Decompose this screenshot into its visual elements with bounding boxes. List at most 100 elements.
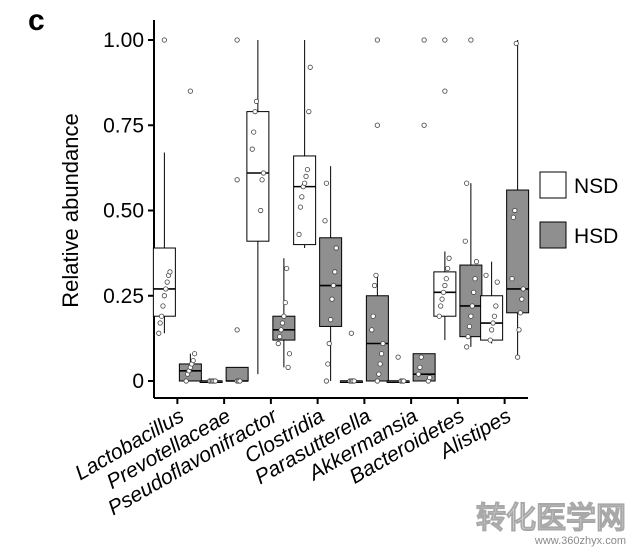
data-point (164, 279, 170, 285)
data-point (282, 299, 288, 306)
data-point (491, 313, 498, 319)
y-tick-label: 0.50 (103, 200, 144, 223)
data-point (438, 303, 444, 309)
data-point (323, 180, 330, 186)
legend-swatch-nsd (539, 171, 567, 199)
boxes (152, 40, 530, 383)
data-point (378, 351, 385, 357)
box-hsd-alistipes (506, 40, 530, 358)
data-point (377, 361, 383, 367)
data-point (157, 320, 163, 326)
data-point (284, 265, 290, 272)
data-point (329, 296, 335, 302)
box-iqr (365, 295, 389, 382)
data-point (277, 334, 283, 340)
data-point (418, 354, 424, 360)
data-point (439, 296, 445, 302)
data-point (163, 286, 169, 292)
data-point (417, 364, 423, 370)
data-point (436, 313, 442, 319)
data-point (520, 286, 526, 292)
watermark-text: 转化医学网 (476, 501, 626, 535)
data-point (286, 351, 293, 357)
data-point (464, 180, 470, 186)
box-iqr (319, 237, 343, 327)
data-point (275, 340, 281, 347)
data-point (253, 98, 260, 104)
data-point (260, 170, 267, 176)
box-iqr (152, 247, 176, 317)
data-point (516, 327, 522, 333)
data-point (493, 303, 499, 309)
box-iqr (272, 315, 296, 341)
watermark-url: www.360zhyx.com (534, 535, 626, 547)
watermark: 转化医学网 www.360zhyx.com (476, 501, 627, 548)
outlier-point (442, 37, 448, 43)
data-point (307, 64, 313, 70)
panel-label: c (28, 4, 45, 37)
data-point (376, 371, 382, 377)
data-point (487, 337, 493, 343)
data-point (237, 378, 243, 384)
box-iqr (246, 111, 270, 242)
box-iqr (506, 189, 530, 314)
legend-swatch-hsd (539, 221, 567, 249)
data-point (445, 265, 451, 272)
box-nsd-lactobacillus (152, 152, 176, 334)
y-tick-label: 0.25 (103, 285, 144, 308)
data-point (415, 371, 422, 377)
legend-label-hsd: HSD (574, 225, 618, 248)
box-hsd-parasutterella (365, 275, 389, 382)
data-point (251, 129, 257, 135)
outlier-point (234, 177, 240, 183)
data-point (472, 276, 478, 282)
data-point (515, 354, 521, 360)
data-point (303, 173, 309, 179)
data-point (490, 320, 496, 326)
box-nsd-pseudoflavonifractor (246, 40, 270, 375)
data-point (373, 272, 379, 278)
data-point (468, 313, 474, 319)
data-point (297, 204, 304, 210)
outlier-point (374, 122, 381, 128)
data-point (259, 177, 265, 183)
data-point (299, 194, 305, 200)
data-point (278, 327, 284, 333)
data-point (302, 180, 308, 186)
data-point (304, 166, 311, 173)
data-point (252, 109, 258, 115)
data-point (281, 313, 287, 319)
outlier-point (421, 37, 427, 43)
outlier-point (234, 37, 240, 43)
outlier-point (395, 354, 401, 360)
outlier-point (187, 88, 194, 94)
data-point (333, 245, 339, 251)
data-point (325, 361, 331, 367)
data-points (156, 37, 526, 384)
box-hsd-bacteroidetes (459, 183, 483, 347)
data-point (330, 282, 337, 289)
axes (148, 20, 528, 404)
data-point (183, 378, 189, 384)
data-point (306, 109, 312, 115)
data-point (509, 276, 515, 282)
data-point (489, 327, 495, 333)
x-category-labels: LactobacillusPrevotellaceaePseudoflavoni… (71, 404, 515, 520)
data-point (519, 296, 525, 302)
outlier-point (468, 37, 474, 43)
box-iqr (293, 155, 317, 246)
data-point (443, 276, 449, 282)
data-point (510, 214, 517, 220)
data-point (369, 327, 375, 333)
data-point (351, 378, 357, 384)
data-point (512, 207, 518, 214)
data-point (483, 272, 489, 278)
data-point (296, 231, 302, 237)
outlier-point (234, 327, 240, 333)
data-point (249, 146, 255, 152)
data-point (191, 351, 198, 357)
data-point (156, 330, 162, 336)
y-tick-label: 0 (132, 370, 144, 393)
data-point (462, 238, 468, 244)
outlier-point (374, 37, 381, 43)
